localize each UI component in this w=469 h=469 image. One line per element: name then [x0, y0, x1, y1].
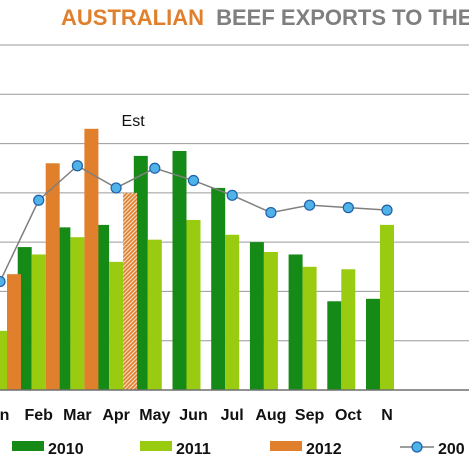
legend-swatch-2012	[270, 441, 302, 451]
bar-2010-feb	[17, 247, 32, 390]
bar-2011-apr	[109, 261, 124, 390]
point-200-mar	[71, 160, 84, 172]
chart-title-part1: AUSTRALIAN	[61, 5, 204, 30]
tick-label: Sep	[295, 407, 325, 424]
point-200-nov	[381, 204, 393, 216]
legend-label-2012: 2012	[306, 441, 342, 458]
bar-2011-jan	[0, 330, 7, 390]
bar-2011-oct	[341, 269, 356, 390]
annotations: Est	[122, 113, 146, 130]
bar-2012-jan	[7, 274, 21, 390]
bar-2010-jul	[211, 187, 226, 390]
svg-text:AUSTRALIAN BEEF EXPORTS TO: AUSTRALIAN BEEF EXPORTS TO THE US	[61, 5, 469, 30]
bar-2011-jul	[225, 234, 240, 390]
point-200-jun	[187, 174, 200, 187]
bar-2011-mar	[70, 237, 85, 390]
tick-label: Mar	[63, 407, 91, 424]
bar-2011-aug	[263, 252, 278, 390]
bar-2011-feb	[31, 254, 46, 390]
bar-2010-jun	[172, 150, 187, 390]
point-200-feb	[33, 194, 45, 206]
bar-2011-jun	[186, 219, 201, 390]
point-200-sep	[304, 199, 316, 211]
legend-label-200: 200	[438, 441, 465, 458]
legend-marker-200	[411, 441, 423, 453]
point-200-apr	[110, 182, 122, 194]
line-series	[0, 160, 393, 288]
bar-2012-mar	[84, 128, 99, 391]
legend-label-2011: 2011	[176, 441, 211, 458]
x-axis: an Feb Mar Apr May Jun Jul Aug Sep Oct N	[0, 389, 469, 424]
point-200-aug	[265, 206, 277, 219]
bars	[0, 128, 394, 391]
tick-label: Aug	[255, 407, 286, 424]
bar-2010-mar	[56, 227, 71, 390]
tick-label: May	[139, 407, 170, 424]
bar-2012-feb	[45, 163, 60, 390]
bar-2011-sep	[302, 266, 317, 390]
tick-label: Jul	[221, 407, 244, 424]
legend-label-2010: 2010	[48, 441, 84, 458]
bar-2010-apr	[95, 224, 110, 390]
bar-2010-sep	[288, 254, 303, 390]
chart-title: AUSTRALIAN BEEF EXPORTS TO THE US	[61, 5, 469, 30]
bar-2011-may	[147, 239, 162, 390]
tick-label: Apr	[102, 407, 130, 424]
annotation-est: Est	[122, 113, 146, 130]
tick-label: Jun	[179, 407, 207, 424]
bar-2012-apr	[123, 192, 138, 390]
tick-label: Oct	[335, 407, 362, 424]
point-200-oct	[342, 202, 354, 214]
point-200-jul	[226, 189, 238, 201]
chart-title-part2: BEEF EXPORTS TO THE US	[216, 5, 469, 30]
bar-2010-nov	[366, 298, 380, 390]
point-200-may	[149, 162, 161, 174]
bar-2011-nov	[380, 224, 394, 390]
legend-swatch-2010	[12, 441, 44, 451]
tick-label: Feb	[24, 407, 53, 424]
legend: 2010 2011 2012 200	[12, 441, 465, 458]
point-200-jan	[0, 275, 6, 288]
bar-2010-may	[133, 155, 148, 390]
tick-label: an	[0, 407, 9, 424]
legend-swatch-2011	[140, 441, 172, 451]
bar-2010-aug	[249, 242, 264, 390]
tick-label: N	[381, 407, 393, 424]
bar-2010-oct	[327, 301, 342, 390]
